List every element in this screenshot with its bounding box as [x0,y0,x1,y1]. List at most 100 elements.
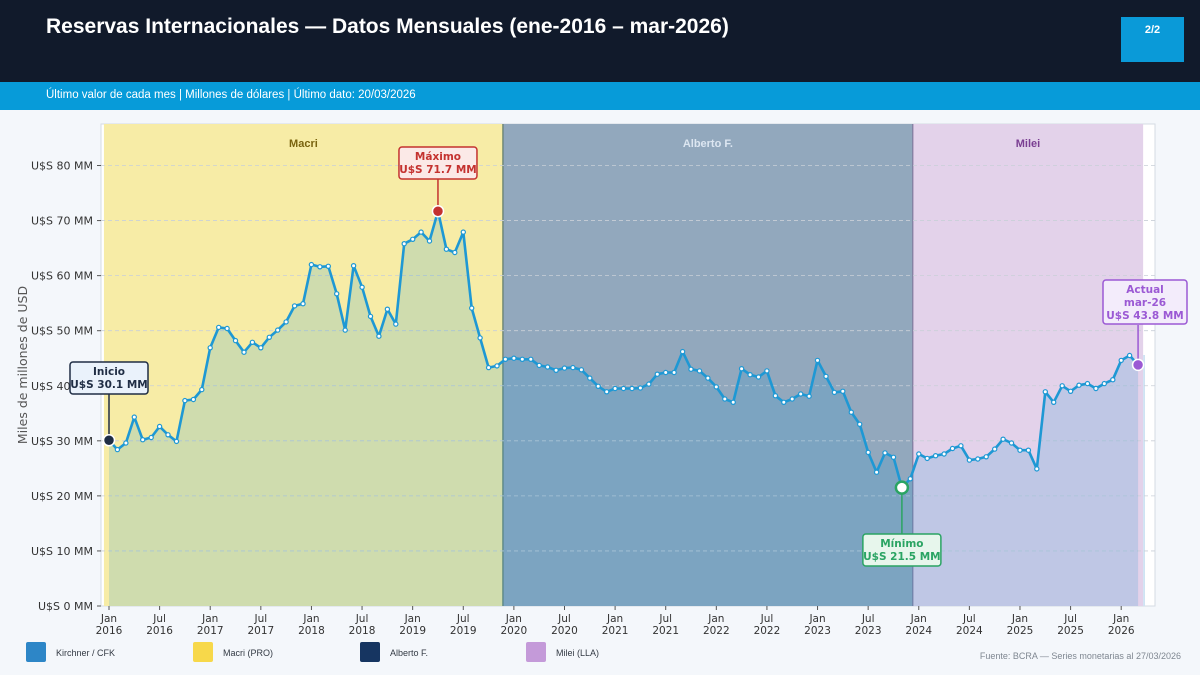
data-point [410,236,416,242]
x-tick-label: Jul 2017 [247,613,274,637]
annotation-actual-text: Actual [1126,284,1164,296]
data-point [722,396,728,402]
data-point [1042,389,1049,395]
data-point [890,454,897,460]
maximo-marker [431,204,445,218]
x-tick-label: Jan 2019 [399,613,426,637]
data-point [1025,447,1032,453]
data-point [992,446,998,452]
data-point [823,373,829,380]
annotation-actual-text: mar-26 [1124,297,1166,309]
legend-label-alberto: Alberto F. [390,648,429,658]
data-point [359,284,365,290]
data-point [469,305,475,311]
data-point [1050,399,1057,405]
x-tick-label: Jan 2016 [96,613,123,637]
source-note: Fuente: BCRA — Series monetarias al 27/0… [979,651,1181,661]
data-point [612,385,618,392]
data-point [764,368,770,374]
data-point [1126,352,1133,359]
data-point [831,389,838,396]
header-bar: Reservas Internacionales — Datos Mensual… [0,0,1200,82]
data-point [814,357,821,364]
data-point [1008,440,1015,446]
data-point [688,366,694,372]
data-point [199,386,205,393]
data-point [190,396,197,403]
data-point [882,450,888,456]
data-point [595,383,601,389]
actual-marker [1131,358,1145,372]
legend-swatch-alberto [360,642,380,662]
data-point [587,375,593,381]
data-point [384,306,391,312]
data-point [696,368,703,374]
current-band [1143,355,1145,606]
data-point [215,324,222,331]
data-point [165,432,171,438]
data-point [148,434,154,441]
annotation-inicio-box [69,361,149,395]
data-point [224,325,230,332]
data-point [207,345,213,351]
x-tick-label: Jan 2023 [804,613,831,637]
x-tick-label: Jan 2018 [298,613,325,637]
y-tick-label: U$S 0 MM [38,600,93,613]
data-point [266,334,272,340]
data-point [679,348,686,355]
data-point [232,337,239,344]
data-point [1017,447,1023,453]
data-point [418,229,424,235]
data-point [966,457,973,463]
data-point [663,369,669,376]
y-tick-label: U$S 60 MM [31,270,93,283]
annotation-maximo-text: Máximo [415,151,461,163]
legend: Kirchner / CFK Macri (PRO) Alberto F. Mi… [0,640,1200,670]
x-tick-label: Jul 2024 [956,613,983,637]
data-point [1101,380,1108,387]
legend-swatch-kirchner [26,642,46,662]
legend-swatch-milei [526,642,546,662]
data-point [806,393,812,399]
data-point [156,423,163,430]
data-point [334,291,340,297]
data-point [241,349,247,355]
data-point [604,389,610,395]
data-point [1110,377,1116,383]
data-point [502,356,509,362]
reserves-chart: Macri Alberto F. Milei U$S 0 MM U$S 10 MM U$S… [15,123,1188,637]
data-point [949,445,956,452]
data-point [401,240,407,247]
data-point [477,335,483,341]
inicio-marker [102,434,116,447]
data-point [519,356,526,362]
annotation-inicio-text: Inicio [93,366,125,378]
data-point [283,319,289,325]
data-point [1084,380,1091,387]
y-tick-label: U$S 20 MM [31,490,93,503]
data-point [637,385,644,391]
x-tick-label: Jan 2024 [905,613,932,637]
period-label-0: Macri [289,138,318,150]
data-point [1067,388,1074,394]
annotation-maximo-text: U$S 71.7 MM [399,164,477,176]
data-point [1093,385,1099,392]
legend-label-milei: Milei (LLA) [556,648,600,658]
y-tick-label: U$S 30 MM [31,435,93,448]
legend-label-kirchner: Kirchner / CFK [56,648,116,658]
data-point [578,367,585,373]
x-tick-label: Jul 2022 [754,613,781,637]
x-tick-label: Jan 2025 [1007,613,1034,637]
y-tick-label: U$S 10 MM [31,545,93,558]
annotation-inicio-text: U$S 30.1 MM [70,379,148,391]
data-point [131,414,137,420]
data-point [544,364,551,370]
page-indicator[interactable]: 2/2 [1121,17,1184,62]
x-tick-label: Jul 2020 [551,613,578,637]
data-point [907,476,914,482]
data-point [350,263,357,269]
annotation-minimo-text: U$S 21.5 MM [863,551,941,563]
data-point [713,384,720,390]
